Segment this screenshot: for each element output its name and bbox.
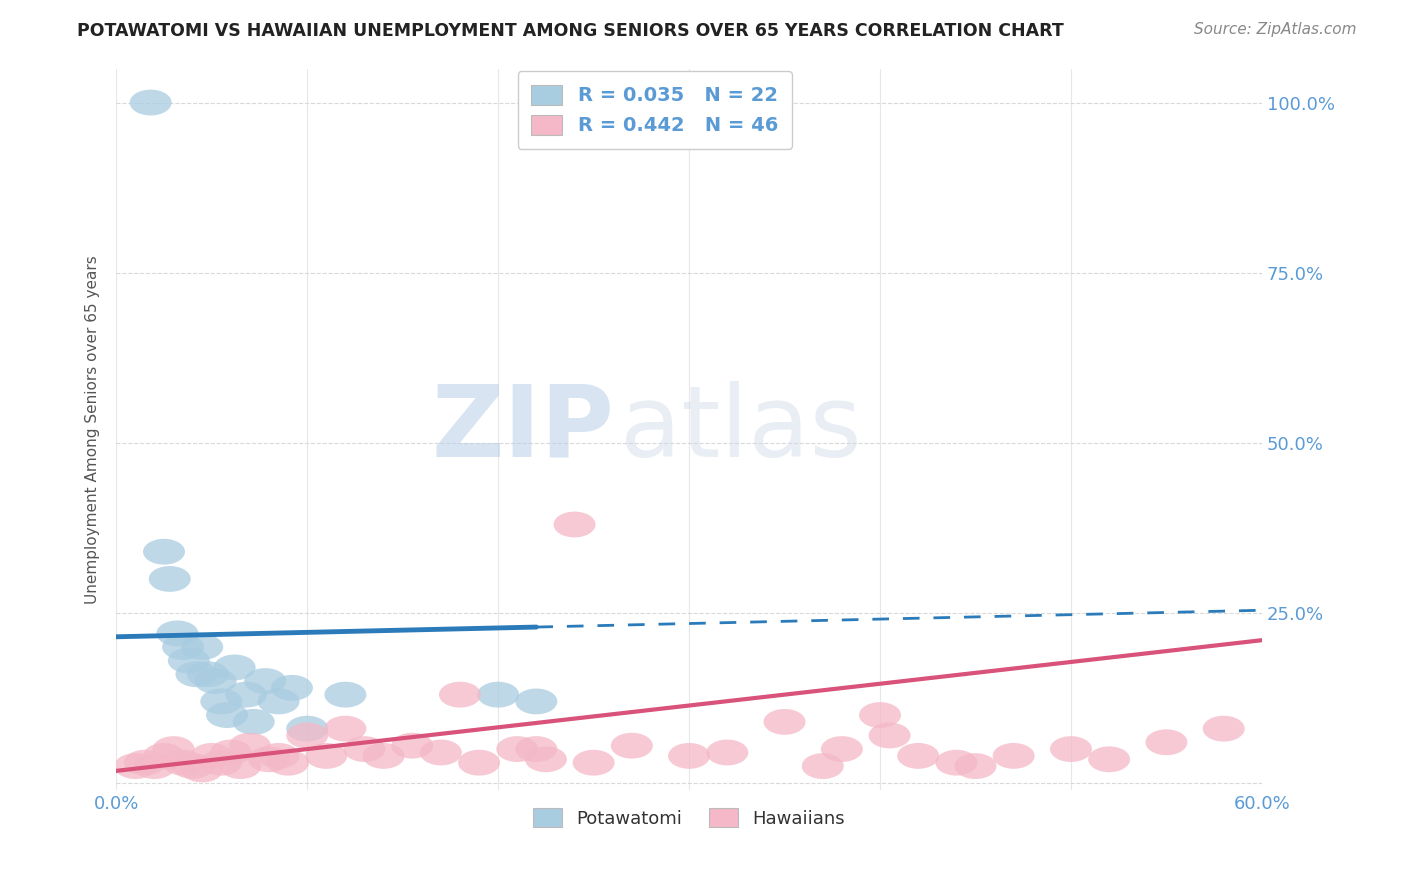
Ellipse shape (271, 675, 314, 701)
Ellipse shape (869, 723, 911, 748)
Y-axis label: Unemployment Among Seniors over 65 years: Unemployment Among Seniors over 65 years (86, 255, 100, 604)
Ellipse shape (955, 753, 997, 779)
Ellipse shape (1050, 736, 1092, 762)
Ellipse shape (143, 539, 186, 565)
Ellipse shape (821, 736, 863, 762)
Ellipse shape (194, 668, 236, 694)
Text: POTAWATOMI VS HAWAIIAN UNEMPLOYMENT AMONG SENIORS OVER 65 YEARS CORRELATION CHAR: POTAWATOMI VS HAWAIIAN UNEMPLOYMENT AMON… (77, 22, 1064, 40)
Ellipse shape (167, 648, 209, 673)
Ellipse shape (225, 681, 267, 707)
Ellipse shape (209, 739, 252, 765)
Ellipse shape (325, 715, 367, 741)
Ellipse shape (162, 634, 204, 660)
Ellipse shape (287, 715, 328, 741)
Ellipse shape (305, 743, 347, 769)
Ellipse shape (257, 743, 299, 769)
Ellipse shape (187, 661, 229, 687)
Ellipse shape (458, 750, 501, 776)
Ellipse shape (1146, 730, 1188, 756)
Ellipse shape (149, 566, 191, 592)
Ellipse shape (801, 753, 844, 779)
Ellipse shape (391, 732, 433, 758)
Ellipse shape (993, 743, 1035, 769)
Ellipse shape (191, 743, 233, 769)
Ellipse shape (200, 750, 242, 776)
Ellipse shape (245, 668, 287, 694)
Ellipse shape (554, 512, 596, 537)
Ellipse shape (572, 750, 614, 776)
Ellipse shape (420, 739, 461, 765)
Ellipse shape (325, 681, 367, 707)
Ellipse shape (207, 702, 247, 728)
Ellipse shape (897, 743, 939, 769)
Ellipse shape (156, 621, 198, 647)
Ellipse shape (129, 89, 172, 115)
Ellipse shape (162, 750, 204, 776)
Ellipse shape (181, 634, 224, 660)
Ellipse shape (859, 702, 901, 728)
Ellipse shape (287, 723, 328, 748)
Ellipse shape (257, 689, 299, 714)
Ellipse shape (610, 732, 652, 758)
Ellipse shape (343, 736, 385, 762)
Ellipse shape (214, 655, 256, 681)
Ellipse shape (516, 689, 557, 714)
Legend: Potawatomi, Hawaiians: Potawatomi, Hawaiians (526, 801, 852, 835)
Text: atlas: atlas (620, 381, 862, 478)
Ellipse shape (176, 661, 218, 687)
Ellipse shape (152, 736, 194, 762)
Ellipse shape (1088, 747, 1130, 772)
Ellipse shape (439, 681, 481, 707)
Ellipse shape (124, 750, 166, 776)
Ellipse shape (1202, 715, 1244, 741)
Ellipse shape (181, 756, 224, 782)
Ellipse shape (143, 743, 186, 769)
Text: Source: ZipAtlas.com: Source: ZipAtlas.com (1194, 22, 1357, 37)
Ellipse shape (134, 753, 176, 779)
Ellipse shape (247, 747, 290, 772)
Ellipse shape (363, 743, 405, 769)
Ellipse shape (233, 709, 274, 735)
Ellipse shape (172, 753, 214, 779)
Ellipse shape (516, 736, 557, 762)
Ellipse shape (229, 732, 271, 758)
Ellipse shape (114, 753, 156, 779)
Ellipse shape (524, 747, 567, 772)
Ellipse shape (706, 739, 748, 765)
Ellipse shape (496, 736, 538, 762)
Ellipse shape (219, 753, 262, 779)
Ellipse shape (935, 750, 977, 776)
Ellipse shape (267, 750, 309, 776)
Ellipse shape (200, 689, 242, 714)
Ellipse shape (763, 709, 806, 735)
Ellipse shape (477, 681, 519, 707)
Text: ZIP: ZIP (432, 381, 614, 478)
Ellipse shape (668, 743, 710, 769)
